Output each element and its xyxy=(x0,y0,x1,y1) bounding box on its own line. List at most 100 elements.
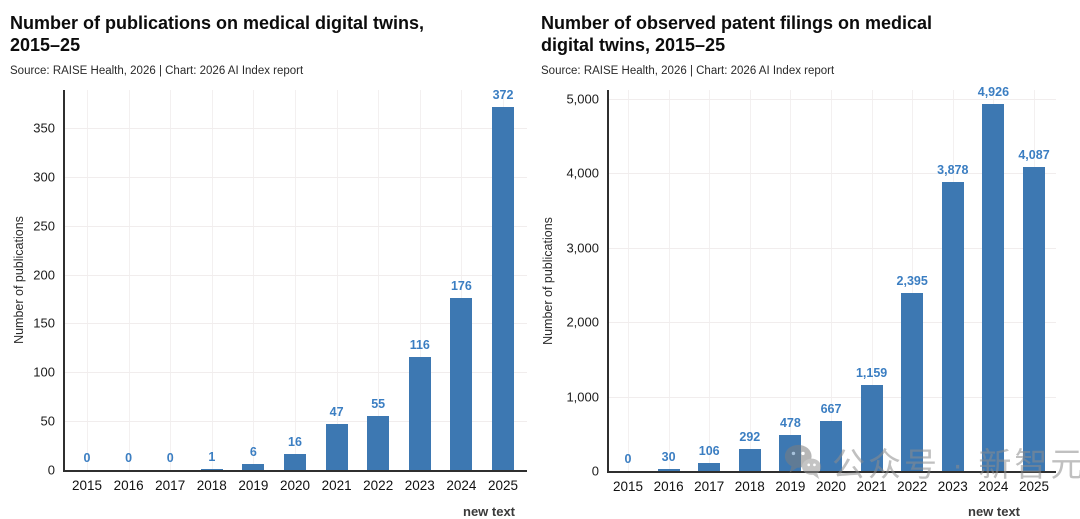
chart-title: Number of publications on medical digita… xyxy=(10,12,526,56)
x-axis-baseline xyxy=(63,470,527,472)
bar-value-label: 292 xyxy=(739,430,761,445)
y-tick-label: 5,000 xyxy=(566,91,599,107)
gridline-vertical xyxy=(253,90,255,470)
bar-value-label: 47 xyxy=(329,405,344,420)
bar xyxy=(325,424,348,470)
y-tick-label: 300 xyxy=(33,169,55,185)
bar-value-label: 667 xyxy=(820,402,842,417)
bar-value-label: 1 xyxy=(208,450,216,464)
bar xyxy=(941,182,964,471)
bar xyxy=(1023,166,1045,471)
y-axis-label: Number of publications xyxy=(12,216,26,344)
gridline-vertical xyxy=(170,90,172,470)
bar xyxy=(367,416,390,470)
x-tick-label: 2020 xyxy=(279,478,311,493)
footer-note-left: new text xyxy=(463,504,516,519)
bar-value-label: 1,159 xyxy=(855,365,888,380)
x-tick-label: 2025 xyxy=(487,478,519,493)
gridline-vertical xyxy=(336,90,338,470)
x-tick-label: 2023 xyxy=(404,478,435,493)
gridline-vertical xyxy=(1034,90,1035,471)
y-axis-label: Number of publications xyxy=(541,216,555,345)
bar-value-label: 478 xyxy=(779,416,801,431)
bar-value-label: 372 xyxy=(492,87,514,102)
chart-title-line: digital twins, 2015–25 xyxy=(541,35,726,55)
bar xyxy=(408,356,431,470)
y-tick-label: 3,000 xyxy=(566,240,599,256)
gridline-horizontal xyxy=(63,274,527,276)
y-tick-label: 2,000 xyxy=(566,314,599,330)
bar-value-label: 3,878 xyxy=(937,163,969,178)
chart-source: Source: RAISE Health, 2026 | Chart: 2026… xyxy=(541,65,835,77)
bar-value-label: 6 xyxy=(249,445,257,460)
x-tick-label: 2021 xyxy=(321,478,352,493)
chart-source: Source: RAISE Health, 2026 | Chart: 2026… xyxy=(10,65,304,77)
bar-value-label: 0 xyxy=(125,451,133,465)
bar xyxy=(492,106,514,470)
y-tick-label: 150 xyxy=(33,315,55,331)
bar xyxy=(657,468,680,471)
bar-value-label: 0 xyxy=(83,451,91,465)
gridline-horizontal xyxy=(63,225,527,227)
bar xyxy=(738,449,761,471)
bar xyxy=(450,298,473,470)
y-tick-label: 100 xyxy=(33,364,55,380)
bar-value-label: 116 xyxy=(409,337,430,352)
gridline-horizontal xyxy=(63,323,527,325)
bar-value-label: 4,926 xyxy=(977,85,1010,100)
gridline-horizontal xyxy=(607,247,1056,249)
y-axis-line xyxy=(607,90,609,473)
bar-value-label: 55 xyxy=(371,397,386,412)
bar xyxy=(242,464,265,470)
wechat-icon xyxy=(782,440,824,484)
x-tick-label: 2018 xyxy=(734,479,765,494)
gridline-vertical xyxy=(993,90,995,471)
bar-value-label: 0 xyxy=(166,451,174,465)
bar-value-label: 176 xyxy=(450,279,472,294)
gridline-horizontal xyxy=(63,128,527,130)
gridline-vertical xyxy=(503,90,504,470)
x-tick-label: 2015 xyxy=(612,479,644,494)
x-tick-label: 2019 xyxy=(238,478,269,493)
gridline-vertical xyxy=(87,90,88,470)
gridline-horizontal xyxy=(607,322,1056,324)
gridline-vertical xyxy=(295,90,296,470)
bar-value-label: 2,395 xyxy=(896,273,928,288)
x-tick-label: 2016 xyxy=(653,479,684,494)
chart-title-line: Number of observed patent filings on med… xyxy=(541,13,933,33)
x-tick-label: 2017 xyxy=(694,479,725,494)
x-tick-label: 2024 xyxy=(446,478,477,493)
gridline-vertical xyxy=(378,90,380,470)
y-tick-label: 200 xyxy=(33,267,55,283)
bar xyxy=(200,469,223,470)
gridline-vertical xyxy=(211,90,213,470)
footer-note-right: new text xyxy=(968,504,1021,519)
y-tick-label: 4,000 xyxy=(566,165,599,181)
gridline-vertical xyxy=(912,90,914,471)
bar-value-label: 30 xyxy=(661,449,676,464)
gridline-vertical xyxy=(871,90,873,471)
bar-value-label: 106 xyxy=(698,444,720,459)
x-tick-label: 2022 xyxy=(363,478,394,493)
x-tick-label: 2017 xyxy=(155,478,186,493)
gridline-vertical xyxy=(419,90,421,470)
gridline-horizontal xyxy=(607,396,1056,398)
gridline-vertical xyxy=(709,90,711,471)
x-tick-label: 2018 xyxy=(196,478,227,493)
y-tick-label: 1,000 xyxy=(566,389,599,405)
gridline-vertical xyxy=(668,90,670,471)
watermark-text: 公众号 · 新智元 xyxy=(832,446,1080,483)
bar xyxy=(698,463,721,471)
gridline-horizontal xyxy=(63,421,527,423)
gridline-vertical xyxy=(628,90,629,471)
gridline-vertical xyxy=(952,90,954,471)
bar-value-label: 16 xyxy=(288,435,302,450)
chart-title-line: 2015–25 xyxy=(10,35,81,55)
gridline-horizontal xyxy=(607,98,1056,100)
y-tick-label: 50 xyxy=(40,413,55,429)
gridline-horizontal xyxy=(63,176,527,178)
chart-title-line: Number of publications on medical digita… xyxy=(10,13,425,33)
y-axis-line xyxy=(63,90,65,472)
watermark: 公众号 · 新智元 xyxy=(782,438,1080,486)
